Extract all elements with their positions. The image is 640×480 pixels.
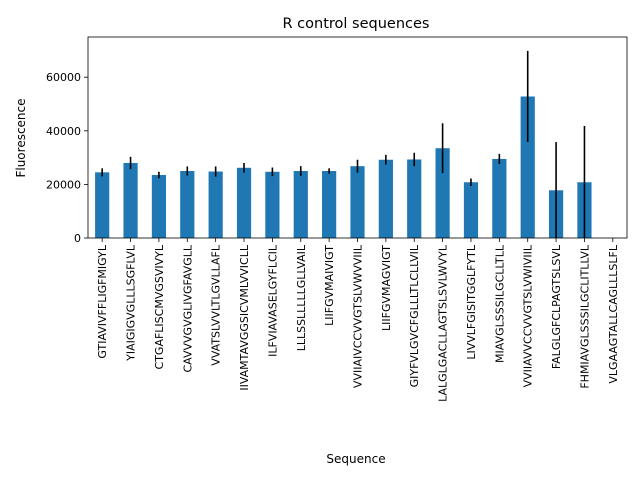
y-tick-label: 60000 [46,71,81,84]
bar [123,162,138,238]
x-tick-label: VVIIAIVCCVVGTSLVWVVIIL [352,244,365,388]
x-tick-label: YIAIGIGVGLLLSGFLVL [125,244,138,362]
bar [322,171,337,238]
x-tick-label: LIIFGVMAGVIGT [380,245,393,331]
bar [520,96,535,238]
x-tick-label: IIVAMTAVGGSICVMLVVICLL [238,244,251,391]
bar [180,171,195,238]
y-tick-label: 40000 [46,125,81,138]
bar-series [95,96,592,238]
bar [236,167,252,238]
x-tick-label: LALGLGACLLAGTSLSVLWVYL [437,244,450,402]
bar [407,159,422,238]
x-axis-label: Sequence [326,452,385,466]
y-axis-label: Fluorescence [14,98,28,177]
x-tick-label: VLGAAGTALLCAGLLLSLFL [607,244,620,383]
x-tick-label: FHMIAVGLSSSILGCLITLLVL [578,244,591,389]
chart-title: R control sequences [283,16,430,32]
x-axis: GTIAVIVFFLIGFMIGYL YIAIGIGVGLLLSGFLVL CTGA… [96,238,620,402]
y-tick-label: 0 [74,232,81,245]
bar [350,166,365,238]
bar [293,171,308,238]
bar [435,148,450,238]
x-tick-label: VVATSLVVLTLGVLLAFL [210,244,223,366]
bar [151,175,167,238]
x-tick-label: CAVVVGVGLIVGFAVGLL [181,244,194,372]
x-tick-label: GTIAVIVFFLIGFMIGYL [96,244,109,359]
x-tick-label: FALGLGFCLPAGTSLSVL [550,244,563,369]
y-tick-label: 20000 [46,178,81,191]
y-axis: 0 20000 40000 60000 [46,71,88,245]
x-tick-label: ILFVIAVASELGYFLCIL [266,244,279,357]
bar [378,159,393,238]
bar [492,158,507,238]
plot-area-frame [87,36,628,239]
x-tick-label: CTGAFLISCMVGSVIVYL [153,244,166,369]
x-tick-label: MIAVGLSSSILGCLLTLL [493,244,506,363]
bar [463,182,479,238]
x-tick-label: GIYFVLGVCFGLLLTLCLLVIL [408,244,421,387]
x-tick-label: LIIFGVMAIVIGT [323,245,336,326]
x-tick-label: LLLSSLLLLLGLLVAIL [295,244,308,351]
x-tick-label: VVIIAVVCCVVGTSLVWIVIIL [522,244,535,387]
bar [95,172,110,238]
x-tick-label: LIVVLFGISITGGLFYTL [465,244,478,360]
error-bar-series [101,50,586,238]
bar [208,171,223,238]
bar [265,171,280,238]
